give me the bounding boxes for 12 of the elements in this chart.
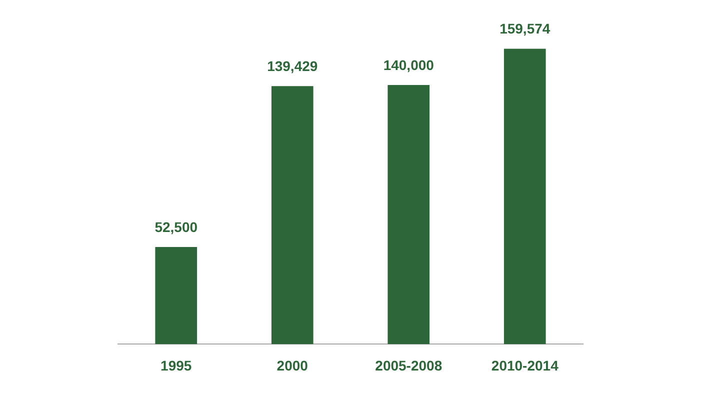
bar [504,48,546,344]
x-tick-label: 2010-2014 [491,357,559,374]
x-tick-label: 1995 [160,357,192,374]
x-tick-label: 2005-2008 [375,357,442,374]
x-tick-label: 2000 [276,357,308,374]
bar [155,247,198,344]
bar [388,85,430,344]
data-label: 52,500 [154,218,198,235]
data-label: 139,429 [267,58,318,74]
bar [271,86,314,344]
data-label: 140,000 [383,56,434,73]
data-label: 159,574 [500,20,550,37]
